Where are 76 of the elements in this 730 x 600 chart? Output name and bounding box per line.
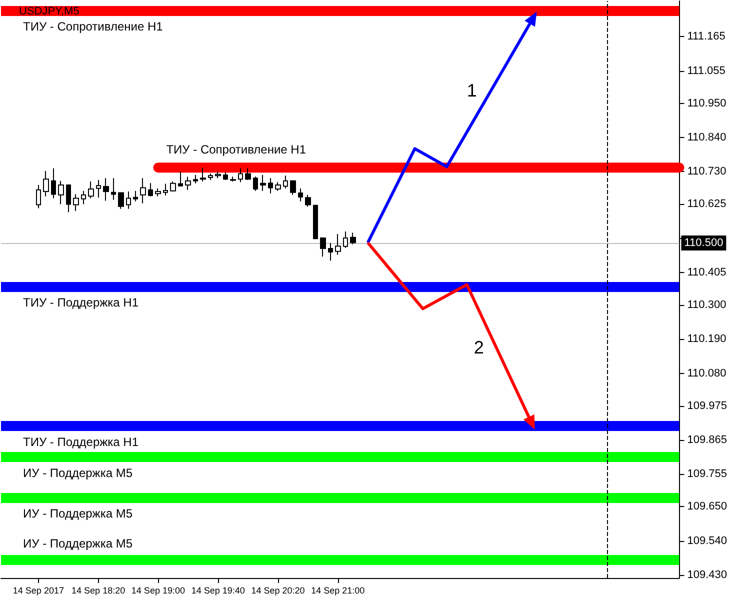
x-tick-label: 14 Sep 19:40: [191, 586, 245, 596]
candlestick: [245, 168, 251, 180]
candlestick: [178, 171, 183, 188]
candlestick: [313, 204, 318, 240]
candlestick: [103, 178, 109, 202]
candlestick: [223, 172, 228, 180]
candlestick: [36, 184, 41, 209]
candlestick: [58, 180, 64, 205]
y-tick-label: 110.080: [687, 367, 726, 380]
y-tick-label: 109.650: [687, 500, 728, 513]
y-tick-label: 109.540: [687, 534, 728, 547]
candlestick: [155, 188, 161, 197]
candlestick: [163, 183, 168, 196]
y-tick-label: 110.300: [687, 299, 726, 312]
series-label: ТИУ - Сопротивление H1: [166, 142, 306, 157]
candlestick: [185, 176, 191, 190]
candlestick: [275, 182, 281, 192]
candlestick: [260, 174, 266, 192]
candlestick: [140, 178, 146, 204]
y-tick-label: 111.055: [687, 64, 726, 77]
ref-line-label: ТИУ - Поддержка H1: [23, 295, 139, 310]
candlestick: [343, 230, 348, 248]
candlestick: [170, 181, 176, 192]
ref-line-label: ТИУ - Поддержка H1: [23, 434, 139, 449]
y-tick-label: 110.950: [687, 97, 726, 110]
annotation: 2: [474, 338, 484, 358]
y-tick-label: 110.190: [687, 333, 726, 346]
candlestick: [193, 174, 198, 184]
ref-line-label: ИУ - Поддержка M5: [23, 506, 133, 520]
y-tick-label: 111.165: [687, 30, 726, 43]
y-tick-label: 109.975: [687, 400, 728, 412]
ref-line-label: ТИУ - Сопротивление H1: [23, 19, 164, 34]
y-tick-label: 110.405: [687, 266, 726, 278]
ref-line-label: ИУ - Поддержка M5: [23, 466, 133, 480]
candlestick: [238, 168, 243, 183]
y-tick-label: 110.625: [687, 198, 726, 210]
ref-line-label: ИУ - Поддержка M5: [23, 536, 133, 550]
ref-line-label: 110.500: [684, 236, 724, 249]
annotation: 1: [466, 80, 477, 101]
y-tick-label: 110.730: [687, 166, 726, 178]
x-tick-label: 14 Sep 18:20: [72, 586, 126, 596]
candlestick: [43, 170, 49, 197]
candlestick: [200, 167, 206, 182]
candlestick: [328, 242, 333, 262]
candlestick: [81, 190, 86, 205]
candlestick: [118, 192, 124, 210]
candlestick: [350, 232, 356, 245]
candlestick: [335, 233, 341, 256]
x-tick-label: 14 Sep 21:00: [311, 586, 365, 596]
candlestick: [230, 176, 236, 182]
chart-title: USDJPY,M5: [19, 6, 80, 18]
candlestick: [215, 171, 221, 179]
candlestick: [133, 190, 138, 202]
candlestick: [320, 236, 326, 258]
y-tick-label: 109.865: [687, 434, 728, 446]
candlestick: [148, 182, 153, 197]
candlestick: [305, 194, 311, 208]
candlestick: [73, 194, 79, 212]
candlestick: [126, 190, 131, 210]
candlestick: [208, 172, 213, 180]
candlestick: [298, 188, 303, 202]
candlestick: [66, 184, 71, 213]
candlestick: [253, 176, 258, 192]
x-tick-label: 14 Sep 2017: [12, 586, 64, 596]
candlestick: [111, 178, 116, 200]
candlestick: [51, 168, 56, 199]
y-tick-label: 109.430: [687, 568, 728, 581]
candlestick: [88, 181, 94, 199]
candlestick: [96, 179, 101, 198]
y-tick-label: 109.755: [687, 468, 728, 480]
candlestick: [268, 178, 273, 194]
candlestick: [283, 175, 288, 189]
y-tick-label: 110.840: [687, 131, 726, 144]
candlestick: [290, 180, 296, 196]
x-tick-label: 14 Sep 19:00: [131, 586, 185, 596]
x-tick-label: 14 Sep 20:20: [251, 586, 305, 596]
